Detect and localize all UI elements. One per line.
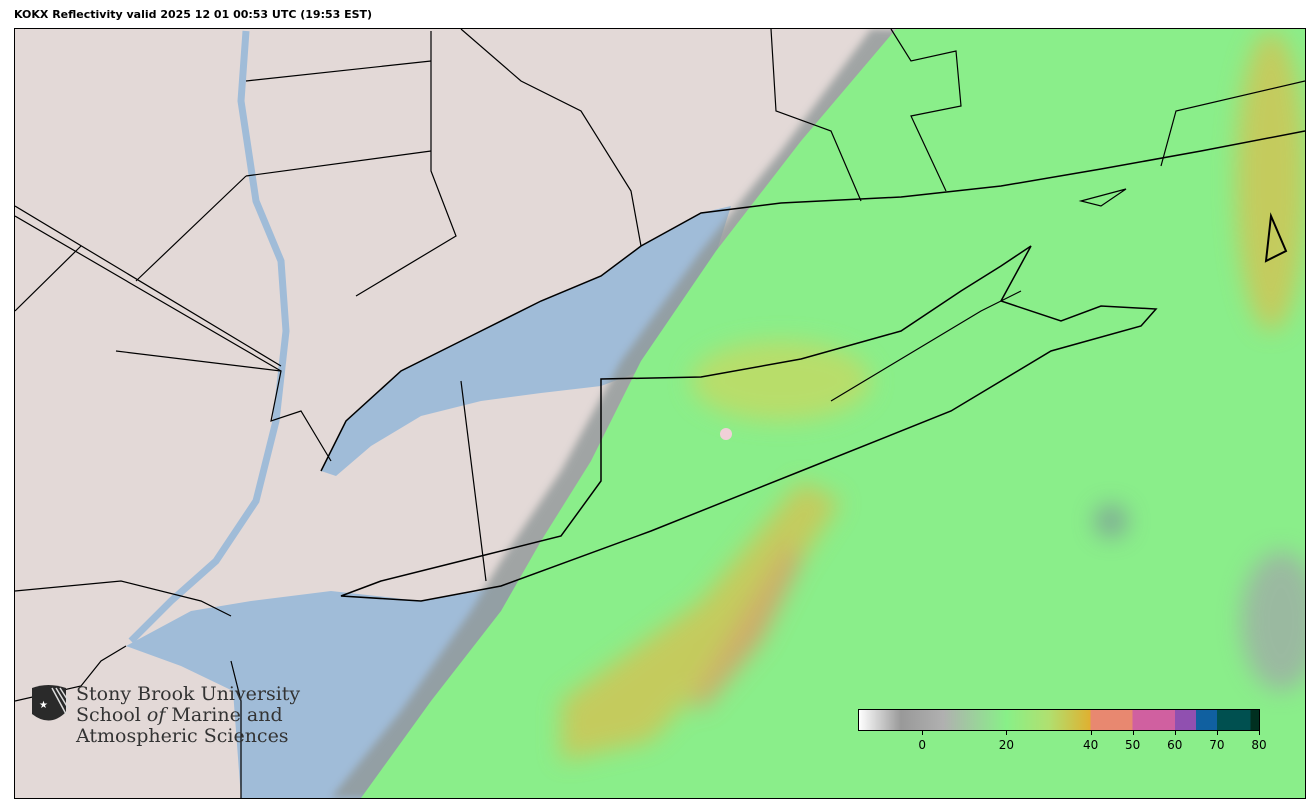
state-border-ny-ct <box>460 29 642 247</box>
logo-line-2b: of <box>146 704 166 726</box>
logo-line-2a: School <box>76 704 147 726</box>
colorbar-tick-label: 0 <box>918 738 926 752</box>
colorbar-tick-label: 70 <box>1209 738 1225 752</box>
logo-line-2c: Marine and <box>165 704 283 726</box>
colorbar-tick <box>922 730 924 735</box>
colorbar-tick-label: 80 <box>1251 738 1267 752</box>
sbu-shield-icon: ★ <box>32 685 70 721</box>
block-island <box>1264 212 1288 263</box>
map-canvas <box>15 29 1305 798</box>
colorbar-tick-label: 20 <box>998 738 1014 752</box>
ct-coastline <box>320 130 1305 472</box>
hudson-river <box>128 30 290 644</box>
logo-line-3: Atmospheric Sciences <box>76 725 289 747</box>
logo-text: Stony Brook University School of Marine … <box>76 684 300 747</box>
boundaries <box>15 29 1305 798</box>
colorbar-tick <box>1132 730 1134 735</box>
colorbar-tick <box>1216 730 1218 735</box>
colorbar-tick <box>1006 730 1008 735</box>
map-title: KOKX Reflectivity valid 2025 12 01 00:53… <box>14 8 373 21</box>
logo-line-2: School of Marine and <box>76 705 300 726</box>
radar-map[interactable] <box>14 28 1306 799</box>
colorbar-tick-label: 40 <box>1082 738 1099 752</box>
sbu-somas-logo: ★ Stony Brook University School of Marin… <box>30 684 300 747</box>
colorbar-tick <box>1259 730 1260 735</box>
colorbar-tick-label: 60 <box>1167 738 1183 752</box>
long-island-sound <box>321 206 731 476</box>
logo-line-1: Stony Brook University <box>76 683 301 705</box>
svg-text:★: ★ <box>39 700 48 711</box>
radar-echoes <box>331 29 1305 798</box>
shelter-island <box>1078 188 1127 207</box>
reflectivity-colorbar <box>858 709 1260 731</box>
colorbar-tick <box>1090 730 1092 735</box>
colorbar-tick-label: 50 <box>1125 738 1141 752</box>
radar-site-marker <box>720 428 732 440</box>
long-island-outline <box>340 245 1158 602</box>
colorbar-tick <box>1174 730 1176 735</box>
